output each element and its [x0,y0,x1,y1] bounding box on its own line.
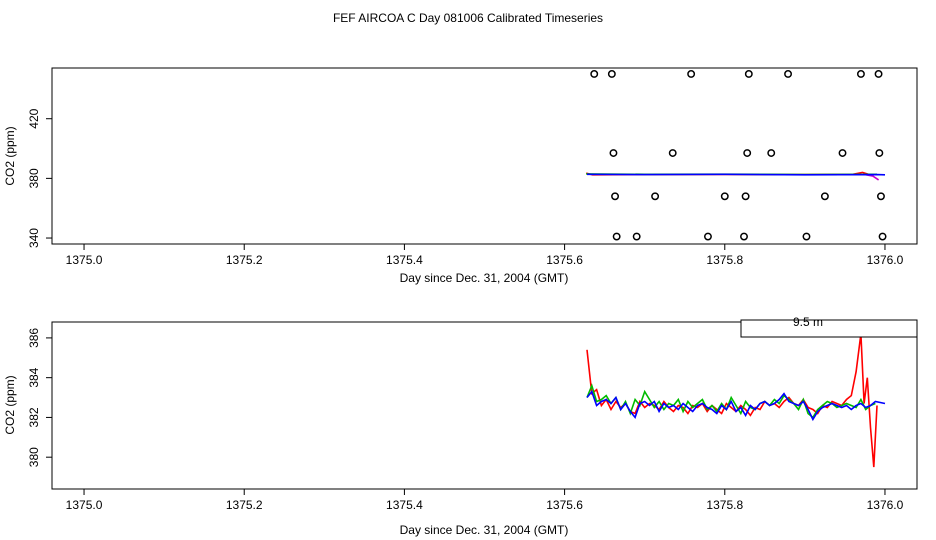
x-axis: 1375.0 1375.2 1375.4 1375.6 1375.8 1376.0 [66,244,904,267]
x-axis-label: Day since Dec. 31, 2004 (GMT) [400,271,569,285]
series-line-green [586,383,876,419]
x-tick-label: 1375.4 [386,498,423,512]
y-tick-label: 380 [27,168,41,188]
calibration-point [874,70,883,78]
plot-frame [51,321,918,490]
calibration-point [741,192,750,201]
series-line-red [586,333,878,468]
legend-box: 9.5 m [740,315,918,338]
y-tick-label: 384 [27,367,41,387]
series-layer [586,333,886,468]
y-tick-label: 386 [27,328,41,348]
timeseries-panel: 1375.0 1375.2 1375.4 1375.6 1375.8 1376.0 380… [3,315,918,537]
calibration-point [612,232,621,241]
calibration-point [651,192,660,201]
y-tick-label: 382 [27,407,41,427]
calibration-point [802,232,811,241]
calibration-point [784,70,793,78]
legend-label: 9.5 m [793,315,823,329]
calibration-point [877,192,885,201]
calibration-point [632,232,641,241]
calibration-point [820,192,829,201]
calibration-point [743,149,752,157]
calibration-point [838,149,847,157]
x-tick-label: 1375.8 [706,253,743,267]
calibration-point [720,192,729,201]
x-tick-label: 1375.2 [226,498,263,512]
y-axis: 380 382 384 386 [27,328,52,467]
y-axis-label: CO2 (ppm) [3,375,17,434]
series-layer [586,171,886,181]
calibration-point [687,70,696,78]
calibration-point [856,70,865,78]
calibration-point [668,149,677,157]
calibration-point [744,70,753,78]
calibration-point [704,232,712,241]
x-tick-label: 1375.0 [66,498,103,512]
calibration-points-layer [590,70,887,241]
calibration-point [878,232,887,241]
calibration-point [607,70,616,78]
x-axis-label: Day since Dec. 31, 2004 (GMT) [400,523,569,537]
x-tick-label: 1375.6 [546,498,583,512]
x-tick-label: 1375.6 [546,253,583,267]
y-axis: 340 380 420 [27,108,52,248]
plot-frame [51,67,918,245]
calibration-point [875,149,884,157]
calibration-point [609,149,618,157]
calibration-point [767,149,776,157]
x-tick-label: 1375.4 [386,253,423,267]
x-tick-label: 1375.2 [226,253,263,267]
calibration-panel: 1375.0 1375.2 1375.4 1375.6 1375.8 1376.0 340… [3,67,918,285]
figure-title: FEF AIRCOA C Day 081006 Calibrated Times… [333,11,603,25]
y-tick-label: 340 [27,228,41,248]
series-line-blue [586,389,886,422]
calibration-point [740,232,748,241]
y-tick-label: 380 [27,447,41,467]
x-tick-label: 1376.0 [867,253,904,267]
y-axis-label: CO2 (ppm) [3,126,17,185]
calibration-point [611,192,620,201]
y-tick-label: 420 [27,108,41,128]
calibration-point [590,70,599,78]
x-axis: 1375.0 1375.2 1375.4 1375.6 1375.8 1376.0 [66,489,904,512]
x-tick-label: 1375.0 [66,253,103,267]
x-tick-label: 1375.8 [706,498,743,512]
x-tick-label: 1376.0 [867,498,904,512]
series-line-blue [586,173,886,176]
